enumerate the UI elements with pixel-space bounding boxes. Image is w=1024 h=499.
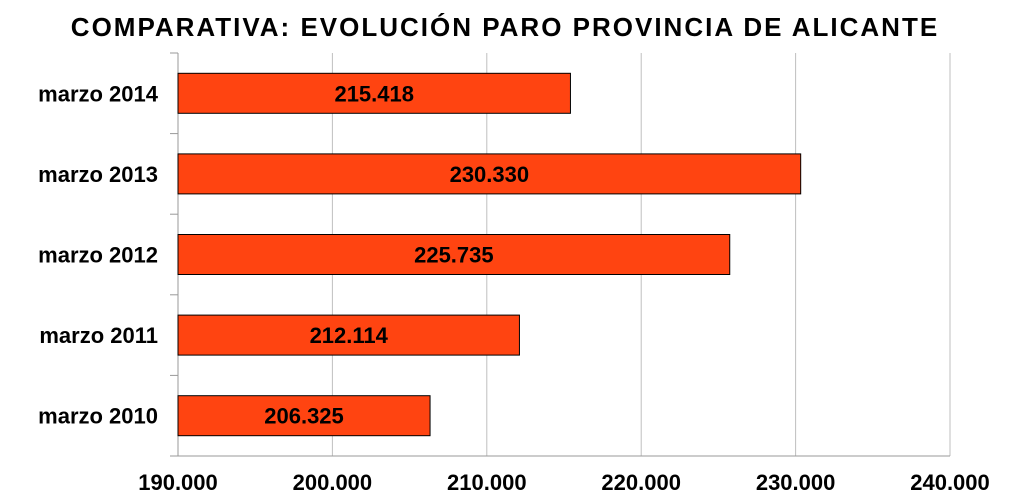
x-tick-label: 210.000 xyxy=(447,470,527,495)
category-label: marzo 2013 xyxy=(38,162,158,187)
chart-title: COMPARATIVA: EVOLUCIÓN PARO PROVINCIA DE… xyxy=(70,12,940,42)
bar-value-label: 230.330 xyxy=(450,162,530,187)
bar[interactable] xyxy=(177,234,731,275)
x-tick-label: 240.000 xyxy=(910,470,990,495)
category-label: marzo 2014 xyxy=(38,81,159,106)
bar-value-label: 225.735 xyxy=(414,243,494,268)
bar[interactable] xyxy=(177,314,520,356)
category-label: marzo 2011 xyxy=(39,323,158,348)
x-tick-label: 220.000 xyxy=(601,470,681,495)
bar[interactable] xyxy=(177,72,571,114)
bar[interactable] xyxy=(177,153,802,195)
bar-value-label: 206.325 xyxy=(264,404,344,429)
x-tick-label: 200.000 xyxy=(293,470,373,495)
bar-value-label: 215.418 xyxy=(334,81,414,106)
bar-value-label: 212.114 xyxy=(310,323,389,348)
category-label: marzo 2010 xyxy=(38,404,158,429)
x-tick-label: 230.000 xyxy=(756,470,836,495)
x-tick-label: 190.000 xyxy=(138,470,218,495)
bar[interactable] xyxy=(177,395,431,437)
category-label: marzo 2012 xyxy=(38,243,158,268)
